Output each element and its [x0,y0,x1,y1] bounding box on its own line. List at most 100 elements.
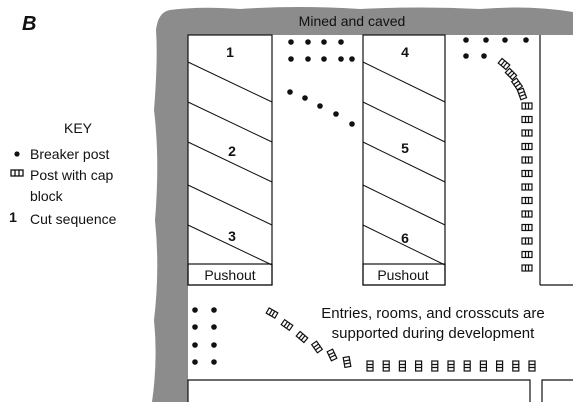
key-title: KEY [64,120,93,136]
cap-block-post [521,223,533,232]
breaker-post [192,324,198,330]
cut-line [362,61,446,103]
cap-block [479,360,487,372]
breaker-post [211,324,217,330]
cap-block [295,330,309,344]
cap-block-post [310,340,324,354]
cut-number: 4 [401,44,409,60]
cap-block [524,103,530,109]
cap-block-post [280,318,294,332]
note: supported during development [332,325,535,342]
cap-block [524,211,530,217]
cap-block [507,70,515,78]
cap-block [383,363,390,369]
cap-block-post [521,196,533,205]
cap-block [328,351,336,359]
cap-block [524,251,530,258]
pushout-label: Pushout [377,267,428,283]
key-cap-symbol [10,169,24,177]
cap-block [415,363,422,369]
cap-block [326,348,338,362]
cap-block-post [512,360,520,372]
breaker-post [349,56,355,62]
breaker-post [305,39,311,45]
cap-block-post [521,264,533,272]
cap-block-post [295,330,309,344]
cap-block [521,264,533,272]
cap-block-post [521,169,533,178]
note: Entries, rooms, and crosscuts are [321,305,544,322]
cap-block [516,87,528,101]
cap-block [521,196,533,205]
cap-block [521,237,533,245]
cap-block-post [521,156,533,164]
cap-block [415,360,423,372]
cap-block-post [521,129,533,137]
cap-block [528,360,536,372]
breaker-post [321,39,327,45]
cut-lines [187,61,446,266]
cap-block [524,116,530,123]
cap-block-post [415,360,423,372]
cap-block [521,115,533,124]
cap-block [512,360,520,372]
cap-block-post [521,183,533,191]
cap-block [512,363,519,369]
breaker-post [321,56,327,62]
breaker-post [288,56,294,62]
breaker-post [192,342,198,348]
cap-block [524,130,530,136]
cap-block-post [521,250,533,259]
cap-block [500,60,508,68]
cap-block [265,307,279,319]
cap-block-post [521,237,533,245]
cap-block [521,156,533,164]
cap-block-post [366,360,374,372]
breaker-post [305,56,311,62]
cap-block [310,340,324,354]
cap-block [497,57,511,71]
breaker-post [502,37,508,43]
breaker-post [211,359,217,365]
cap-block [524,184,530,190]
cap-block [521,169,533,178]
cap-block [513,80,521,88]
cut-number: 3 [228,228,236,244]
cap-block-post [497,57,511,71]
cap-block [448,363,454,369]
cap-block-post [463,360,471,372]
cut-line [187,101,273,143]
cap-block [524,170,530,177]
cap-block [521,183,533,191]
cut-number: 6 [401,230,409,246]
cap-block [521,102,533,110]
cap-block [399,363,406,369]
cap-block [518,91,526,97]
cap-block [496,363,503,369]
cap-block [524,265,530,271]
cap-block [447,360,455,372]
breaker-post [463,37,469,43]
cap-block [504,67,518,81]
breaker-post [481,53,487,59]
posts [192,37,536,372]
cap-block [464,363,471,369]
cap-block [529,363,535,369]
breaker-post [483,37,489,43]
cap-block [510,77,524,91]
key-item: block [30,188,64,204]
breaker-post [192,359,198,365]
cap-block [463,360,471,372]
cut-line [187,184,273,226]
breaker-post [211,307,217,313]
cap-block [524,238,530,244]
cap-block-post [342,355,352,369]
cap-block-post [528,360,536,372]
cap-block [382,360,390,372]
cap-block [298,333,306,341]
cap-block [480,363,487,369]
cap-block [431,360,439,372]
cut-line [187,61,273,103]
key-item: Breaker post [30,146,109,162]
